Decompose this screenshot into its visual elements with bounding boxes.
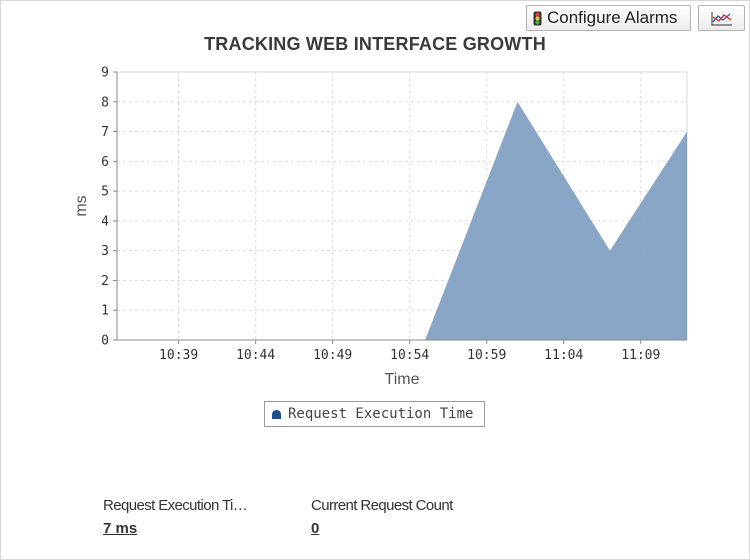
traffic-light-icon bbox=[533, 11, 542, 25]
metric-request-count: Current Request Count 0 bbox=[311, 497, 453, 538]
metric-execution-time: Request Execution Ti… 7 ms bbox=[103, 497, 248, 538]
y-tick-label: 2 bbox=[101, 274, 109, 289]
x-tick-label: 11:04 bbox=[544, 348, 583, 363]
metric-label: Request Execution Ti… bbox=[103, 497, 248, 514]
y-tick-label: 7 bbox=[101, 125, 109, 140]
y-tick-label: 8 bbox=[101, 95, 109, 110]
line-chart-icon bbox=[710, 11, 732, 26]
chart-type-button[interactable] bbox=[698, 5, 745, 31]
y-tick-label: 0 bbox=[101, 334, 109, 349]
configure-alarms-label: Configure Alarms bbox=[547, 8, 678, 27]
x-tick-label: 10:44 bbox=[236, 348, 275, 363]
metric-label: Current Request Count bbox=[311, 497, 453, 514]
chart-legend: Request Execution Time bbox=[264, 401, 485, 427]
metric-value-link[interactable]: 7 ms bbox=[103, 520, 138, 537]
chart-title: TRACKING WEB INTERFACE GROWTH bbox=[204, 34, 546, 54]
y-tick-label: 6 bbox=[101, 155, 109, 170]
y-tick-label: 4 bbox=[101, 214, 109, 229]
configure-alarms-button[interactable]: Configure Alarms bbox=[526, 5, 691, 31]
x-tick-label: 10:49 bbox=[313, 348, 352, 363]
y-tick-label: 5 bbox=[101, 185, 109, 200]
area-chart: 0 1 2 3 4 5 6 7 8 9 10:39 10:44 10:49 10:54 10:59 11:04… bbox=[73, 66, 688, 388]
y-tick-label: 1 bbox=[101, 304, 109, 319]
legend-series-marker bbox=[272, 409, 281, 419]
x-axis-label: Time bbox=[385, 371, 420, 388]
x-tick-label: 10:59 bbox=[467, 348, 506, 363]
axes: 0 1 2 3 4 5 6 7 8 9 10:39 10:44 10:49 10:54 10:59 11:04… bbox=[101, 66, 687, 363]
x-tick-label: 10:54 bbox=[390, 348, 429, 363]
y-tick-label: 9 bbox=[101, 66, 109, 81]
area-series-fill bbox=[425, 101, 687, 341]
x-tick-label: 11:09 bbox=[621, 348, 660, 363]
y-axis-label: ms bbox=[73, 195, 90, 216]
x-tick-label: 10:39 bbox=[159, 348, 198, 363]
y-tick-label: 3 bbox=[101, 244, 109, 259]
metric-value-link[interactable]: 0 bbox=[311, 520, 320, 537]
legend-label: Request Execution Time bbox=[288, 406, 474, 422]
